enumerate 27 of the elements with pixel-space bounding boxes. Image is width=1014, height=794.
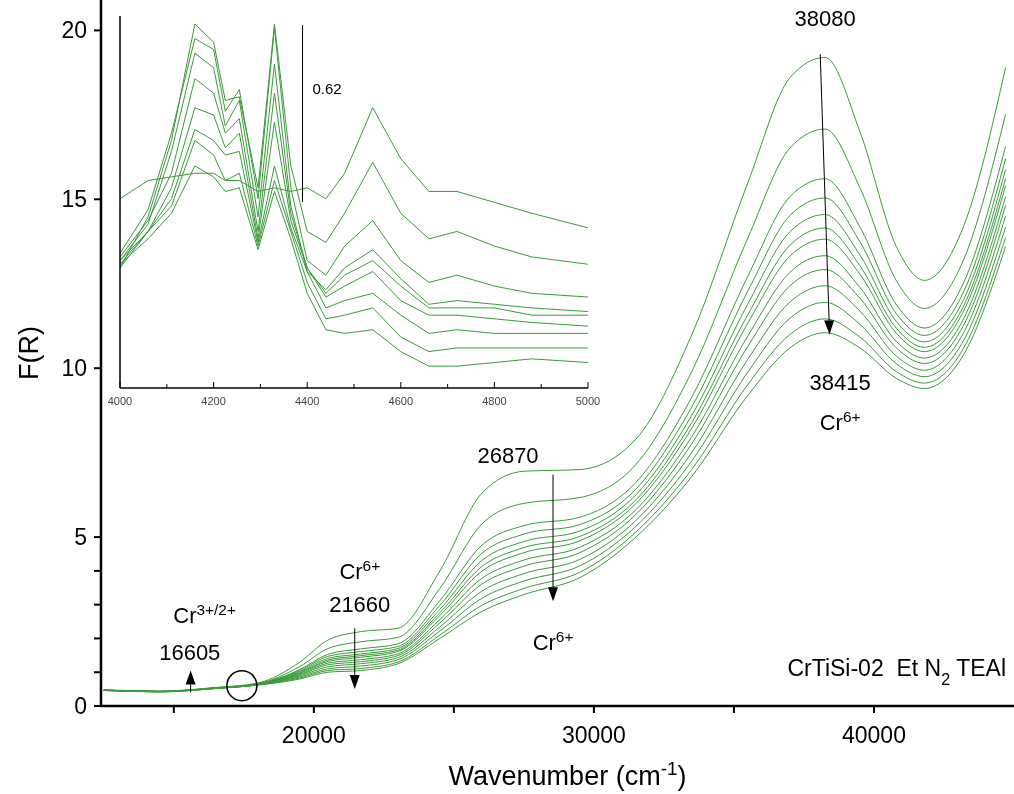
x-tick-label: 30000 xyxy=(561,722,626,748)
annotation: Cr$^{6+}$ xyxy=(819,407,861,436)
annotation: Cr$^{6+}$ xyxy=(532,627,574,655)
x-tick-label: 4600 xyxy=(388,395,414,407)
annotation: CrTiSi-02 Et N$_{2}$ TEAl xyxy=(787,655,1006,688)
annotation: 38080 xyxy=(794,6,856,32)
annotation: 21660 xyxy=(329,592,391,618)
x-tick-label: 4000 xyxy=(107,395,133,407)
y-tick-label: 20 xyxy=(61,17,87,44)
x-tick-label: 4400 xyxy=(294,395,320,407)
y-tick-label: 15 xyxy=(61,186,87,213)
y-axis-title: F(R) xyxy=(14,326,44,380)
annotation: Cr$^{6+}$ xyxy=(339,556,381,584)
x-tick-label: 4200 xyxy=(201,395,226,407)
x-tick-label: 5000 xyxy=(575,395,601,407)
y-tick-label: 5 xyxy=(74,524,87,551)
annotation: 38415 xyxy=(809,369,871,395)
y-tick-label: 0 xyxy=(74,693,87,719)
y-tick-label: 10 xyxy=(61,355,87,382)
annotation: Cr$^{3+/2+}$ xyxy=(173,600,236,628)
x-tick-label: 20000 xyxy=(281,722,346,748)
x-tick-label: 4800 xyxy=(482,395,507,407)
x-axis-title: Wavenumber (cm$^{-1}$) xyxy=(448,757,687,791)
annotation: 26870 xyxy=(477,442,539,468)
x-tick-label: 40000 xyxy=(841,722,906,748)
annotation: 16605 xyxy=(159,639,221,665)
annotation: 0.62 xyxy=(312,80,342,97)
